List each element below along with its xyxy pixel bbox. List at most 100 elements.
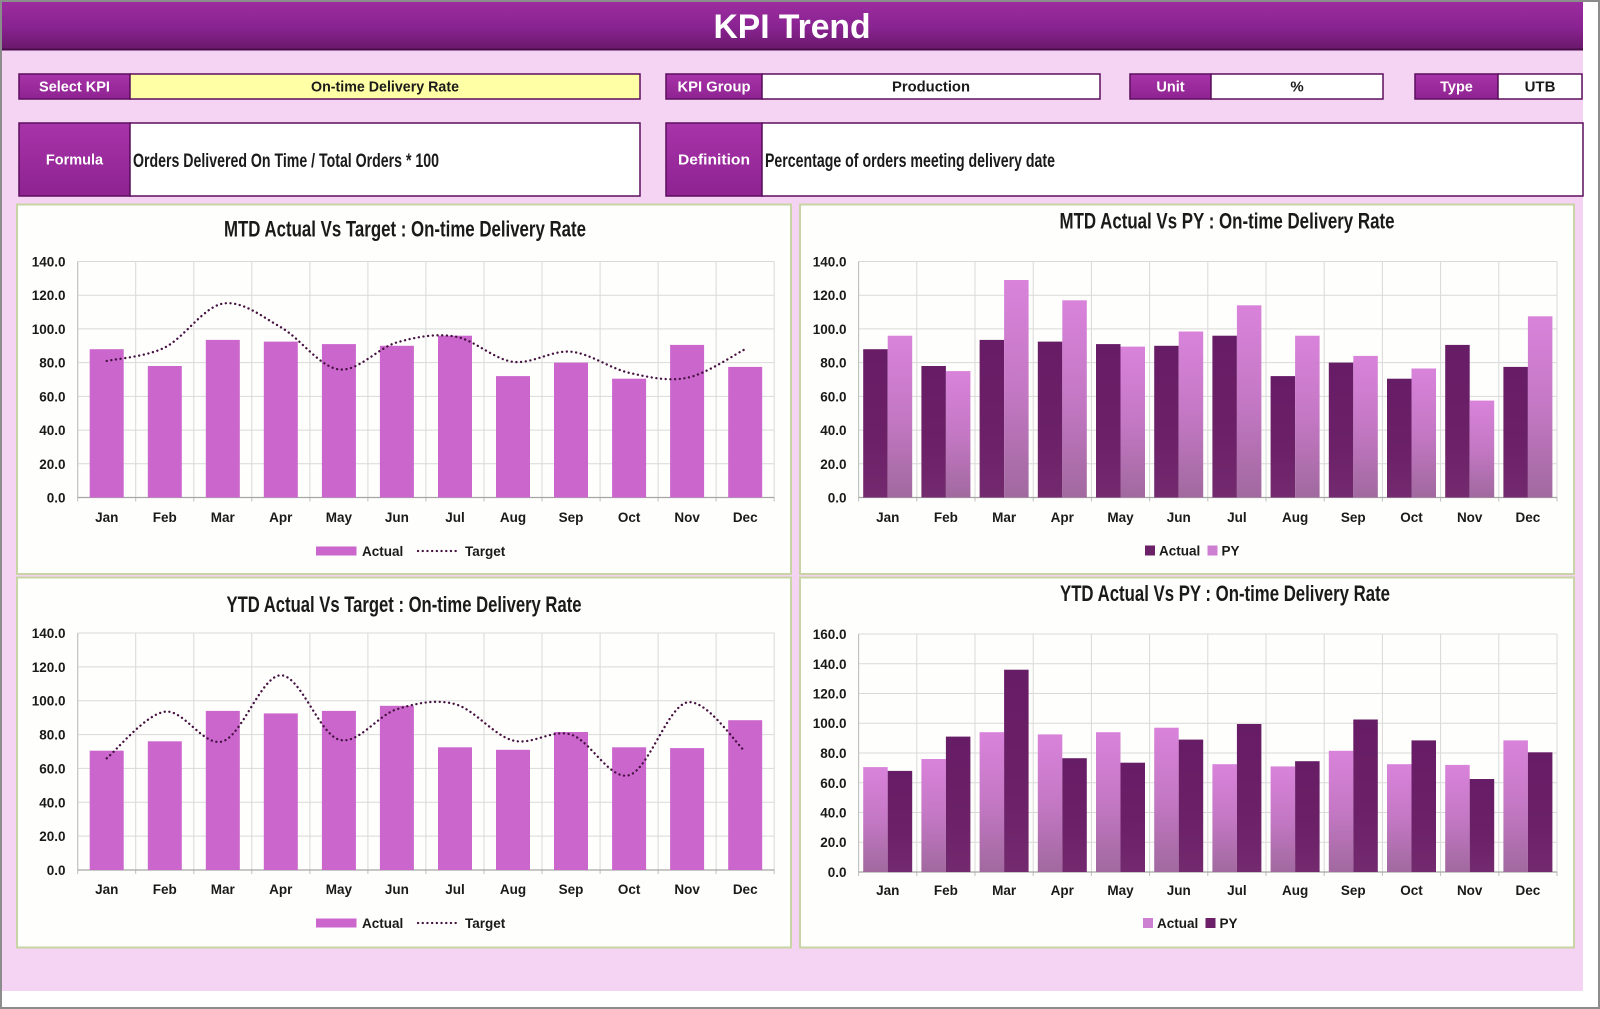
svg-text:Aug: Aug [1282,510,1308,525]
svg-text:0.0: 0.0 [47,491,66,506]
svg-text:Jun: Jun [1167,883,1191,898]
svg-text:120.0: 120.0 [32,660,66,675]
svg-text:40.0: 40.0 [39,795,65,810]
svg-text:Jul: Jul [445,510,465,525]
svg-text:80.0: 80.0 [39,356,65,371]
svg-text:Nov: Nov [674,510,700,525]
svg-text:Oct: Oct [1400,883,1423,898]
svg-text:Target: Target [465,544,506,559]
svg-text:Oct: Oct [618,882,641,897]
svg-text:Percentage of orders meeting d: Percentage of orders meeting delivery da… [765,151,1055,172]
svg-text:Nov: Nov [674,882,700,897]
svg-text:160.0: 160.0 [813,627,847,642]
svg-text:Aug: Aug [1282,883,1308,898]
svg-text:YTD Actual Vs PY : On-time Del: YTD Actual Vs PY : On-time Delivery Rate [1060,581,1390,606]
svg-text:Sep: Sep [559,882,584,897]
svg-text:Jul: Jul [1227,883,1247,898]
svg-text:Orders Delivered On Time / Tot: Orders Delivered On Time / Total Orders … [133,151,439,172]
svg-text:May: May [1107,883,1134,898]
svg-text:100.0: 100.0 [32,322,66,337]
svg-text:Dec: Dec [1516,883,1541,898]
svg-text:140.0: 140.0 [813,255,847,270]
svg-text:Mar: Mar [992,883,1017,898]
svg-text:Type: Type [1440,80,1473,96]
svg-text:Oct: Oct [618,510,641,525]
svg-text:Feb: Feb [934,883,958,898]
svg-text:YTD Actual Vs Target : On-time: YTD Actual Vs Target : On-time Delivery … [227,592,582,617]
svg-text:140.0: 140.0 [813,657,847,672]
svg-text:Definition: Definition [678,153,750,169]
svg-text:PY: PY [1220,916,1238,931]
svg-text:0.0: 0.0 [47,863,66,878]
svg-text:KPI Trend: KPI Trend [714,8,871,46]
svg-text:On-time Delivery Rate: On-time Delivery Rate [311,79,459,96]
svg-text:60.0: 60.0 [39,761,65,776]
svg-text:Sep: Sep [1341,510,1366,525]
svg-text:Apr: Apr [1051,883,1075,898]
svg-text:100.0: 100.0 [32,694,66,709]
svg-text:Production: Production [892,79,970,96]
svg-text:Actual: Actual [362,916,403,931]
svg-text:Jul: Jul [1227,510,1247,525]
svg-text:60.0: 60.0 [39,389,65,404]
svg-text:60.0: 60.0 [820,389,846,404]
svg-text:Feb: Feb [153,510,177,525]
svg-text:100.0: 100.0 [813,322,847,337]
svg-text:Dec: Dec [1516,510,1541,525]
svg-text:Jan: Jan [876,510,899,525]
svg-text:Formula: Formula [46,153,104,169]
svg-text:Nov: Nov [1457,883,1483,898]
svg-text:0.0: 0.0 [828,491,847,506]
svg-text:20.0: 20.0 [820,457,846,472]
svg-text:Jun: Jun [1167,510,1191,525]
svg-text:Target: Target [465,916,506,931]
svg-text:Jun: Jun [385,510,409,525]
svg-text:40.0: 40.0 [820,423,846,438]
svg-text:Feb: Feb [153,882,177,897]
svg-text:Aug: Aug [500,510,526,525]
svg-text:80.0: 80.0 [39,728,65,743]
svg-text:Dec: Dec [733,510,758,525]
svg-text:Dec: Dec [733,882,758,897]
svg-text:May: May [326,510,353,525]
svg-text:80.0: 80.0 [820,356,846,371]
svg-text:May: May [326,882,353,897]
svg-text:Jan: Jan [95,882,118,897]
svg-text:Apr: Apr [269,510,293,525]
svg-text:Mar: Mar [211,882,236,897]
svg-text:140.0: 140.0 [32,255,66,270]
svg-text:Unit: Unit [1156,80,1184,96]
svg-text:Nov: Nov [1457,510,1483,525]
svg-text:120.0: 120.0 [813,288,847,303]
svg-text:KPI Group: KPI Group [678,80,751,96]
svg-text:Oct: Oct [1400,510,1423,525]
svg-text:Mar: Mar [992,510,1017,525]
svg-text:120.0: 120.0 [32,288,66,303]
svg-text:May: May [1107,510,1134,525]
svg-text:60.0: 60.0 [820,776,846,791]
svg-text:Actual: Actual [1157,916,1198,931]
svg-text:Apr: Apr [1051,510,1075,525]
svg-text:Feb: Feb [934,510,958,525]
svg-text:Sep: Sep [559,510,584,525]
svg-text:100.0: 100.0 [813,716,847,731]
svg-text:Aug: Aug [500,882,526,897]
svg-text:Mar: Mar [211,510,236,525]
svg-text:20.0: 20.0 [39,829,65,844]
svg-text:Jan: Jan [95,510,118,525]
svg-text:Jun: Jun [385,882,409,897]
svg-text:Sep: Sep [1341,883,1366,898]
svg-text:140.0: 140.0 [32,626,66,641]
svg-text:40.0: 40.0 [39,423,65,438]
svg-text:Jan: Jan [876,883,899,898]
svg-text:Jul: Jul [445,882,465,897]
svg-text:%: % [1290,79,1303,96]
svg-text:20.0: 20.0 [39,457,65,472]
svg-text:PY: PY [1222,544,1240,559]
svg-text:UTB: UTB [1525,79,1556,96]
svg-text:0.0: 0.0 [828,865,847,880]
svg-text:Actual: Actual [362,544,403,559]
svg-text:80.0: 80.0 [820,746,846,761]
svg-text:40.0: 40.0 [820,806,846,821]
svg-text:Apr: Apr [269,882,293,897]
